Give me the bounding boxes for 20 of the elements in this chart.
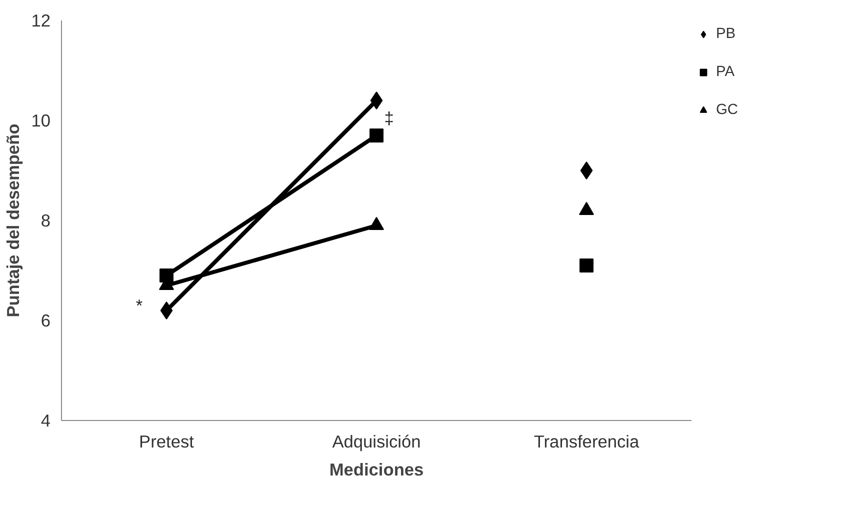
legend-label: PB — [716, 26, 736, 42]
legend-label: PA — [716, 64, 736, 80]
point — [580, 162, 593, 180]
x-tick-label: Pretest — [139, 432, 194, 452]
x-tick-label: Adquisición — [332, 432, 421, 452]
point — [160, 302, 173, 320]
annotation: * — [136, 296, 143, 316]
point — [370, 128, 384, 142]
x-tick-label: Transferencia — [534, 432, 640, 452]
y-axis-title: Puntaje del desempeño — [3, 124, 24, 318]
x-axis-title: Mediciones — [329, 460, 424, 480]
y-tick-label: 4 — [40, 410, 51, 430]
annotation: ‡ — [384, 108, 394, 128]
point — [580, 258, 594, 272]
legend-label: GC — [716, 102, 738, 118]
y-tick-label: 6 — [40, 310, 51, 330]
y-tick-label: 10 — [31, 110, 51, 130]
point — [370, 92, 383, 110]
y-tick-label: 8 — [40, 210, 51, 230]
y-tick-label: 12 — [31, 10, 51, 30]
